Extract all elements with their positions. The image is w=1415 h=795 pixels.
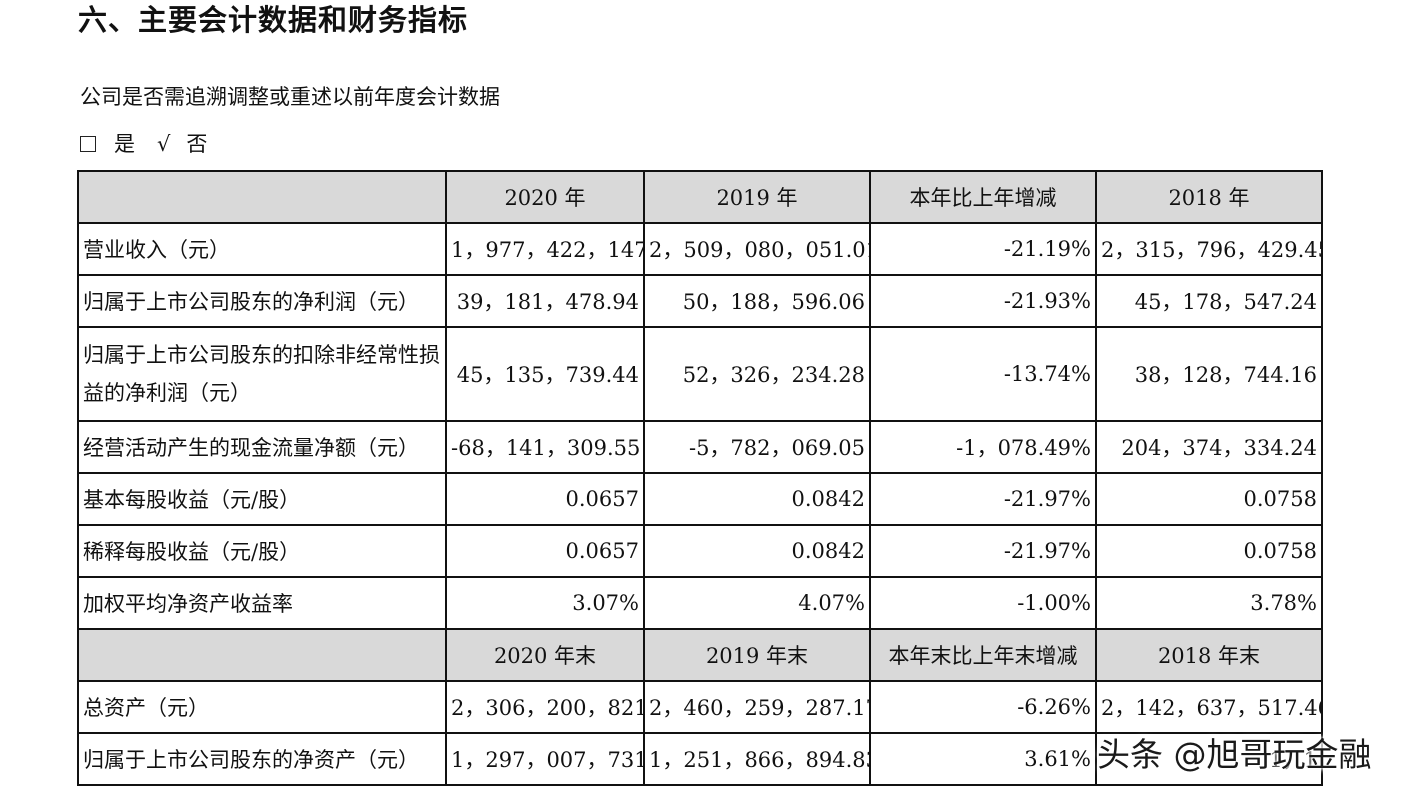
value-2019: -5，782，069.05 (643, 420, 871, 474)
row-label: 归属于上市公司股东的扣除非经常性损益的净利润（元） (77, 326, 447, 422)
table-row: 总资产（元） 2，306，200，821.07 2，460，259，287.17… (77, 680, 1323, 734)
value-2020: 1，977，422，147.25 (445, 222, 645, 276)
header-row-year-end: 2020 年末 2019 年末 本年末比上年末增减 2018 年末 (77, 628, 1323, 682)
table-row: 归属于上市公司股东的净资产（元） 1，297，007，731.36 1，251，… (77, 732, 1323, 786)
header-cell: 本年末比上年末增减 (869, 628, 1097, 682)
value-change: -1，078.49% (869, 420, 1097, 474)
value-2018: 204，374，334.24 (1095, 420, 1323, 474)
value-2018: 45，178，547.24 (1095, 274, 1323, 328)
value-2020: 3.07% (445, 576, 645, 630)
value-change: 3.61% (869, 732, 1097, 786)
value-change: -21.19% (869, 222, 1097, 276)
header-cell: 2018 年末 (1095, 628, 1323, 682)
option-no-label: 否 (186, 132, 208, 156)
value-2020: 0.0657 (445, 472, 645, 526)
watermark: 头条 @旭哥玩金融 (1097, 735, 1372, 774)
row-label: 稀释每股收益（元/股） (77, 524, 447, 578)
value-2018: 3.78% (1095, 576, 1323, 630)
value-change: -21.97% (869, 524, 1097, 578)
value-2019: 0.0842 (643, 472, 871, 526)
header-cell: 2019 年 (643, 170, 871, 224)
value-2020: 1，297，007，731.36 (445, 732, 645, 786)
value-2020: 45，135，739.44 (445, 326, 645, 422)
header-cell: 2019 年末 (643, 628, 871, 682)
table-row: 稀释每股收益（元/股） 0.0657 0.0842 -21.97% 0.0758 (77, 524, 1323, 578)
value-2020: 2，306，200，821.07 (445, 680, 645, 734)
value-2020: 39，181，478.94 (445, 274, 645, 328)
section-heading: 六、主要会计数据和财务指标 (78, 3, 469, 37)
value-2018: 0.0758 (1095, 472, 1323, 526)
header-cell (77, 170, 447, 224)
row-label: 加权平均净资产收益率 (77, 576, 447, 630)
row-label: 总资产（元） (77, 680, 447, 734)
check-mark-icon: √ (157, 132, 171, 156)
value-2018: 2，315，796，429.45 (1095, 222, 1323, 276)
value-2020: -68，141，309.55 (445, 420, 645, 474)
value-2019: 2，509，080，051.01 (643, 222, 871, 276)
row-label: 基本每股收益（元/股） (77, 472, 447, 526)
header-cell: 2018 年 (1095, 170, 1323, 224)
financial-indicators-table: 2020 年 2019 年 本年比上年增减 2018 年 营业收入（元） 1，9… (77, 170, 1323, 786)
value-2018: 38，128，744.16 (1095, 326, 1323, 422)
value-2018: 2，142，637，517.46 (1095, 680, 1323, 734)
header-cell (77, 628, 447, 682)
value-change: -1.00% (869, 576, 1097, 630)
value-change: -21.97% (869, 472, 1097, 526)
option-yes-label: 是 (114, 132, 135, 156)
value-2019: 52，326，234.28 (643, 326, 871, 422)
header-row-annual: 2020 年 2019 年 本年比上年增减 2018 年 (77, 170, 1323, 224)
row-label: 归属于上市公司股东的净利润（元） (77, 274, 447, 328)
value-change: -13.74% (869, 326, 1097, 422)
value-2018: 0.0758 (1095, 524, 1323, 578)
value-2019: 4.07% (643, 576, 871, 630)
row-label: 归属于上市公司股东的净资产（元） (77, 732, 447, 786)
value-2019: 50，188，596.06 (643, 274, 871, 328)
restatement-question: 公司是否需追溯调整或重述以前年度会计数据 (80, 85, 500, 109)
value-change: -6.26% (869, 680, 1097, 734)
table-row: 基本每股收益（元/股） 0.0657 0.0842 -21.97% 0.0758 (77, 472, 1323, 526)
table-row: 营业收入（元） 1，977，422，147.25 2，509，080，051.0… (77, 222, 1323, 276)
table-row: 归属于上市公司股东的扣除非经常性损益的净利润（元） 45，135，739.44 … (77, 326, 1323, 422)
checkbox-empty-icon (80, 136, 96, 152)
restatement-choices: 是 √ 否 (80, 129, 229, 159)
value-2019: 1，251，866，894.83 (643, 732, 871, 786)
value-2020: 0.0657 (445, 524, 645, 578)
table-row: 加权平均净资产收益率 3.07% 4.07% -1.00% 3.78% (77, 576, 1323, 630)
header-cell: 2020 年末 (445, 628, 645, 682)
header-cell: 本年比上年增减 (869, 170, 1097, 224)
table-row: 经营活动产生的现金流量净额（元） -68，141，309.55 -5，782，0… (77, 420, 1323, 474)
value-2018: 1，1 (1095, 732, 1323, 786)
row-label: 营业收入（元） (77, 222, 447, 276)
value-2019: 2，460，259，287.17 (643, 680, 871, 734)
value-2019: 0.0842 (643, 524, 871, 578)
row-label: 经营活动产生的现金流量净额（元） (77, 420, 447, 474)
table-row: 归属于上市公司股东的净利润（元） 39，181，478.94 50，188，59… (77, 274, 1323, 328)
header-cell: 2020 年 (445, 170, 645, 224)
value-change: -21.93% (869, 274, 1097, 328)
